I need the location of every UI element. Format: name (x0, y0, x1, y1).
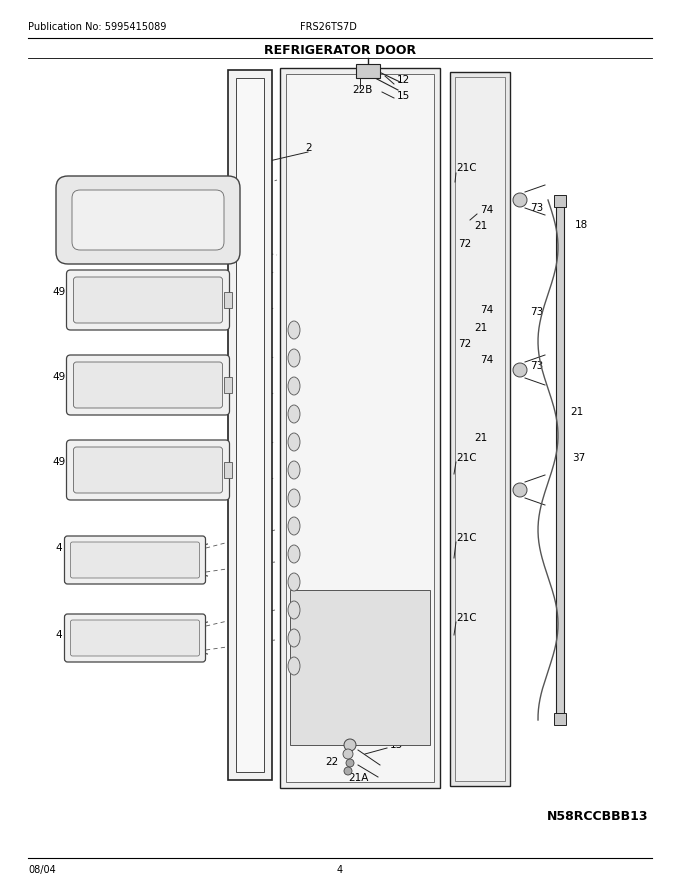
Text: 4: 4 (337, 865, 343, 875)
Text: 72: 72 (458, 339, 471, 349)
Circle shape (344, 767, 352, 775)
Circle shape (513, 193, 527, 207)
Bar (280, 68, 440, 788)
Text: 21C: 21C (456, 533, 477, 543)
Ellipse shape (288, 545, 300, 563)
Text: 08/04: 08/04 (28, 865, 56, 875)
Ellipse shape (288, 517, 300, 535)
Ellipse shape (288, 657, 300, 675)
Bar (224, 462, 231, 478)
Circle shape (344, 739, 356, 751)
FancyBboxPatch shape (73, 362, 222, 408)
Text: 21: 21 (474, 433, 488, 443)
Text: 21C: 21C (456, 613, 477, 623)
Bar (228, 70, 272, 780)
Circle shape (513, 483, 527, 497)
Ellipse shape (288, 573, 300, 591)
Text: 74: 74 (480, 355, 493, 365)
Text: 13: 13 (390, 740, 403, 750)
Ellipse shape (288, 433, 300, 451)
Ellipse shape (288, 461, 300, 479)
Text: 21C: 21C (456, 453, 477, 463)
FancyBboxPatch shape (71, 542, 199, 578)
FancyBboxPatch shape (67, 355, 230, 415)
FancyBboxPatch shape (56, 176, 240, 264)
Text: 22B: 22B (352, 85, 373, 95)
Ellipse shape (288, 405, 300, 423)
Bar (286, 74, 434, 782)
Bar (224, 292, 231, 308)
Text: 73: 73 (530, 203, 543, 213)
Text: 15: 15 (397, 91, 410, 101)
Ellipse shape (288, 321, 300, 339)
Text: 22: 22 (325, 757, 338, 767)
FancyBboxPatch shape (65, 536, 205, 584)
Text: 74: 74 (480, 205, 493, 215)
Bar (356, 64, 380, 78)
Bar (556, 200, 564, 720)
FancyBboxPatch shape (72, 190, 224, 250)
FancyBboxPatch shape (67, 270, 230, 330)
FancyBboxPatch shape (71, 620, 199, 656)
Text: 21: 21 (474, 323, 488, 333)
Bar (290, 590, 430, 745)
Text: 74: 74 (480, 305, 493, 315)
Text: 21: 21 (474, 221, 488, 231)
FancyBboxPatch shape (73, 277, 222, 323)
Circle shape (346, 759, 354, 767)
Bar (455, 77, 505, 781)
Text: 49: 49 (52, 287, 65, 297)
Text: 2: 2 (305, 143, 311, 153)
FancyBboxPatch shape (73, 447, 222, 493)
Text: 18: 18 (575, 220, 588, 230)
Text: 4: 4 (55, 543, 62, 553)
Text: 12: 12 (397, 75, 410, 85)
Text: 21A: 21A (348, 773, 369, 783)
Text: 7: 7 (62, 180, 69, 190)
Text: 72: 72 (458, 239, 471, 249)
Text: 4: 4 (55, 630, 62, 640)
Text: N58RCCBBB13: N58RCCBBB13 (547, 810, 648, 823)
Text: 49: 49 (52, 372, 65, 382)
Bar (224, 377, 231, 393)
Ellipse shape (288, 489, 300, 507)
FancyBboxPatch shape (65, 614, 205, 662)
Bar (554, 195, 566, 207)
Bar (236, 78, 264, 772)
Ellipse shape (288, 377, 300, 395)
Circle shape (343, 749, 353, 759)
Text: FRS26TS7D: FRS26TS7D (300, 22, 357, 32)
Text: 21C: 21C (456, 163, 477, 173)
Text: 37: 37 (572, 453, 585, 463)
Circle shape (513, 363, 527, 377)
Bar (554, 713, 566, 725)
Bar (450, 72, 510, 786)
Text: REFRIGERATOR DOOR: REFRIGERATOR DOOR (264, 44, 416, 57)
Text: 73: 73 (530, 307, 543, 317)
Ellipse shape (288, 629, 300, 647)
Text: 49: 49 (52, 457, 65, 467)
Ellipse shape (288, 349, 300, 367)
FancyBboxPatch shape (67, 440, 230, 500)
Text: Publication No: 5995415089: Publication No: 5995415089 (28, 22, 167, 32)
Text: 73: 73 (530, 361, 543, 371)
Ellipse shape (288, 601, 300, 619)
Text: 21: 21 (570, 407, 583, 417)
